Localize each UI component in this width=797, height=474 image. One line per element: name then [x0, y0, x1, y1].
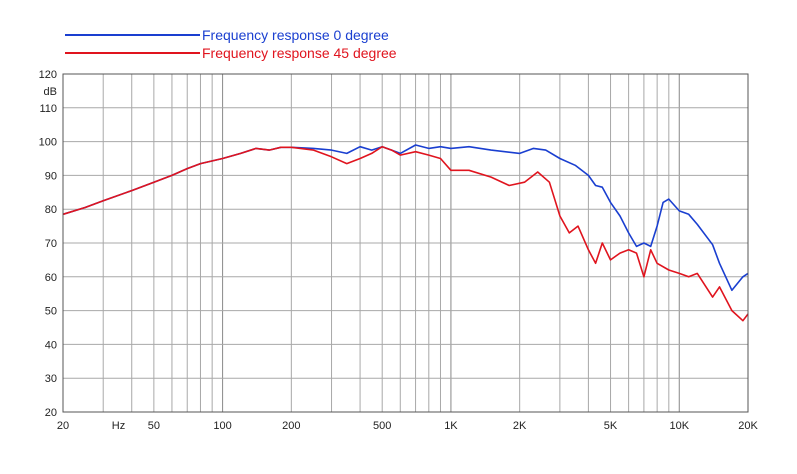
legend-label: Frequency response 0 degree: [202, 27, 389, 43]
y-tick-label: 20: [45, 407, 57, 419]
x-tick-label: 10K: [669, 420, 689, 432]
y-tick-label: 90: [45, 170, 57, 182]
y-tick-label: 50: [45, 306, 57, 318]
y-tick-label: 60: [45, 272, 57, 284]
x-tick-label: 20: [57, 420, 69, 432]
y-unit-label: dB: [44, 86, 57, 98]
y-tick-label: 40: [45, 339, 57, 351]
y-tick-label: 100: [39, 137, 57, 149]
y-tick-label: 80: [45, 204, 57, 216]
x-tick-label: 500: [373, 420, 391, 432]
grid-lines: [62, 73, 749, 413]
x-tick-label: 2K: [513, 420, 527, 432]
plot-frame: [62, 73, 749, 413]
x-tick-label: 20K: [738, 420, 758, 432]
y-tick-label: 70: [45, 238, 57, 250]
x-unit-label: Hz: [112, 420, 125, 432]
x-tick-label: 100: [213, 420, 231, 432]
legend-label: Frequency response 45 degree: [202, 45, 397, 61]
x-tick-label: 1K: [444, 420, 458, 432]
x-tick-label: 200: [282, 420, 300, 432]
series-layer: [62, 144, 749, 322]
series-line-45-degree: [62, 145, 749, 322]
y-tick-label: 110: [39, 103, 57, 115]
x-tick-label: 50: [148, 420, 160, 432]
plot-border: [62, 73, 749, 413]
legend: Frequency response 0 degree Frequency res…: [65, 27, 397, 61]
y-tick-label: 120: [39, 69, 57, 81]
x-tick-label: 5K: [604, 420, 618, 432]
y-tick-label: 30: [45, 373, 57, 385]
